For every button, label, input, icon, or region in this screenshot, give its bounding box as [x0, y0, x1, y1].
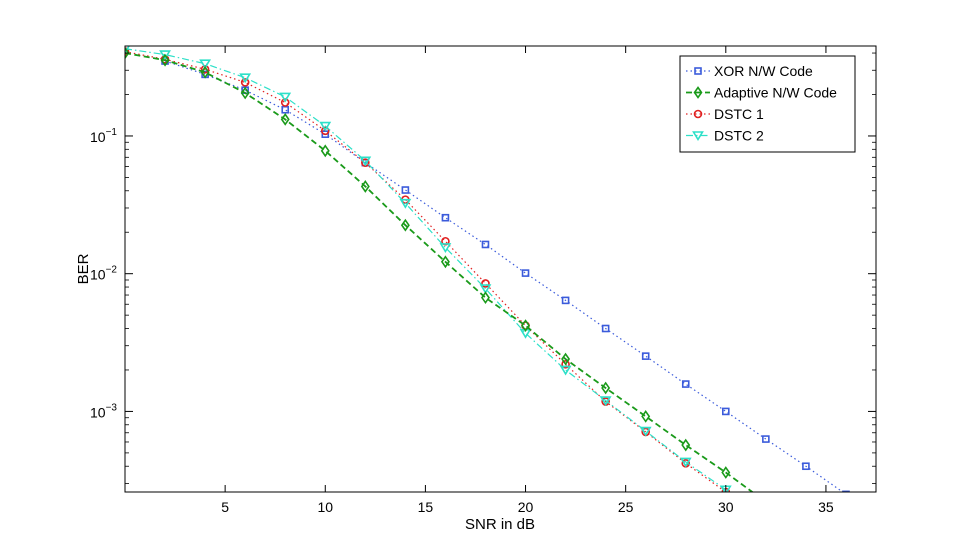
plot-frame [124, 45, 877, 493]
data-point [561, 296, 570, 305]
data-point [762, 497, 769, 507]
data-point [721, 466, 731, 479]
data-point [641, 410, 651, 423]
data-point [125, 47, 130, 56]
y-axis-label: BER [75, 253, 92, 284]
data-point [521, 269, 530, 277]
data-point [401, 186, 410, 194]
data-point [599, 396, 612, 407]
legend-box [679, 55, 856, 153]
x-tick-label: 35 [818, 499, 834, 515]
data-point [561, 359, 570, 369]
data-point [440, 255, 450, 269]
series-line [125, 48, 727, 491]
data-point [125, 46, 130, 55]
x-tick-label: 25 [618, 499, 634, 515]
series-line [125, 52, 754, 492]
series-adaptive-n-w-code [125, 46, 769, 507]
data-point [200, 65, 210, 79]
data-point [481, 240, 490, 249]
data-point [481, 279, 490, 288]
data-point [280, 98, 290, 107]
legend-label: DSTC 2 [714, 128, 764, 144]
data-point [721, 407, 730, 416]
legend-marker [692, 131, 704, 142]
data-point [320, 144, 330, 158]
data-point [479, 284, 492, 295]
data-point [359, 156, 372, 167]
data-point [641, 352, 650, 360]
data-point [159, 50, 171, 61]
data-point [320, 126, 330, 136]
legend-marker [693, 86, 703, 99]
x-tick-label: 15 [418, 499, 434, 515]
data-point [199, 59, 212, 70]
data-point [240, 86, 250, 100]
data-point [639, 426, 652, 437]
ticks-layer: 5 10 15 20 25 30 35 10−1 10−2 10−3 [90, 46, 876, 515]
legend-label: Adaptive N/W Code [714, 85, 837, 101]
y-tick-label: 10−1 [90, 127, 117, 145]
data-point [481, 291, 490, 305]
legend: XOR N/W Code Adaptive N/W Code DSTC 1 DSTC … [679, 55, 856, 153]
series-line [164, 60, 844, 492]
data-point [842, 490, 850, 492]
x-tick-label: 20 [518, 499, 534, 515]
legend-label: XOR N/W Code [714, 63, 813, 79]
legend-entry: DSTC 2 [686, 128, 764, 144]
legend-entry: DSTC 1 [686, 106, 764, 122]
data-point [441, 213, 450, 222]
data-point [400, 218, 410, 232]
data-point [762, 435, 770, 443]
legend-label: DSTC 1 [714, 106, 764, 122]
y-tick-label: 10−3 [90, 402, 117, 420]
data-point [601, 381, 611, 395]
data-point [679, 457, 692, 468]
data-point [279, 92, 292, 103]
data-point [125, 46, 130, 60]
data-point [561, 352, 571, 366]
data-point [681, 380, 690, 388]
data-point [521, 319, 531, 332]
series-layer [125, 46, 850, 507]
data-point [601, 324, 610, 333]
data-point [399, 198, 412, 209]
x-tick-label: 10 [317, 499, 333, 515]
legend-marker [693, 109, 703, 119]
data-point [200, 64, 210, 74]
legend-marker [694, 67, 702, 75]
data-point [160, 53, 170, 67]
data-point [239, 73, 252, 84]
x-tick-label: 5 [221, 499, 229, 515]
y-tick-label: 10−2 [90, 265, 117, 283]
x-tick-label: 30 [718, 499, 734, 515]
data-point [360, 180, 370, 193]
data-point [802, 462, 810, 471]
data-point [559, 365, 572, 376]
data-point [319, 121, 332, 132]
data-point [439, 243, 452, 254]
x-axis-label: SNR in dB [465, 516, 535, 533]
data-point [681, 438, 691, 452]
data-point [240, 78, 250, 87]
legend-entry: XOR N/W Code [686, 63, 813, 79]
legend-entry: Adaptive N/W Code [686, 85, 837, 101]
data-point [280, 112, 290, 126]
